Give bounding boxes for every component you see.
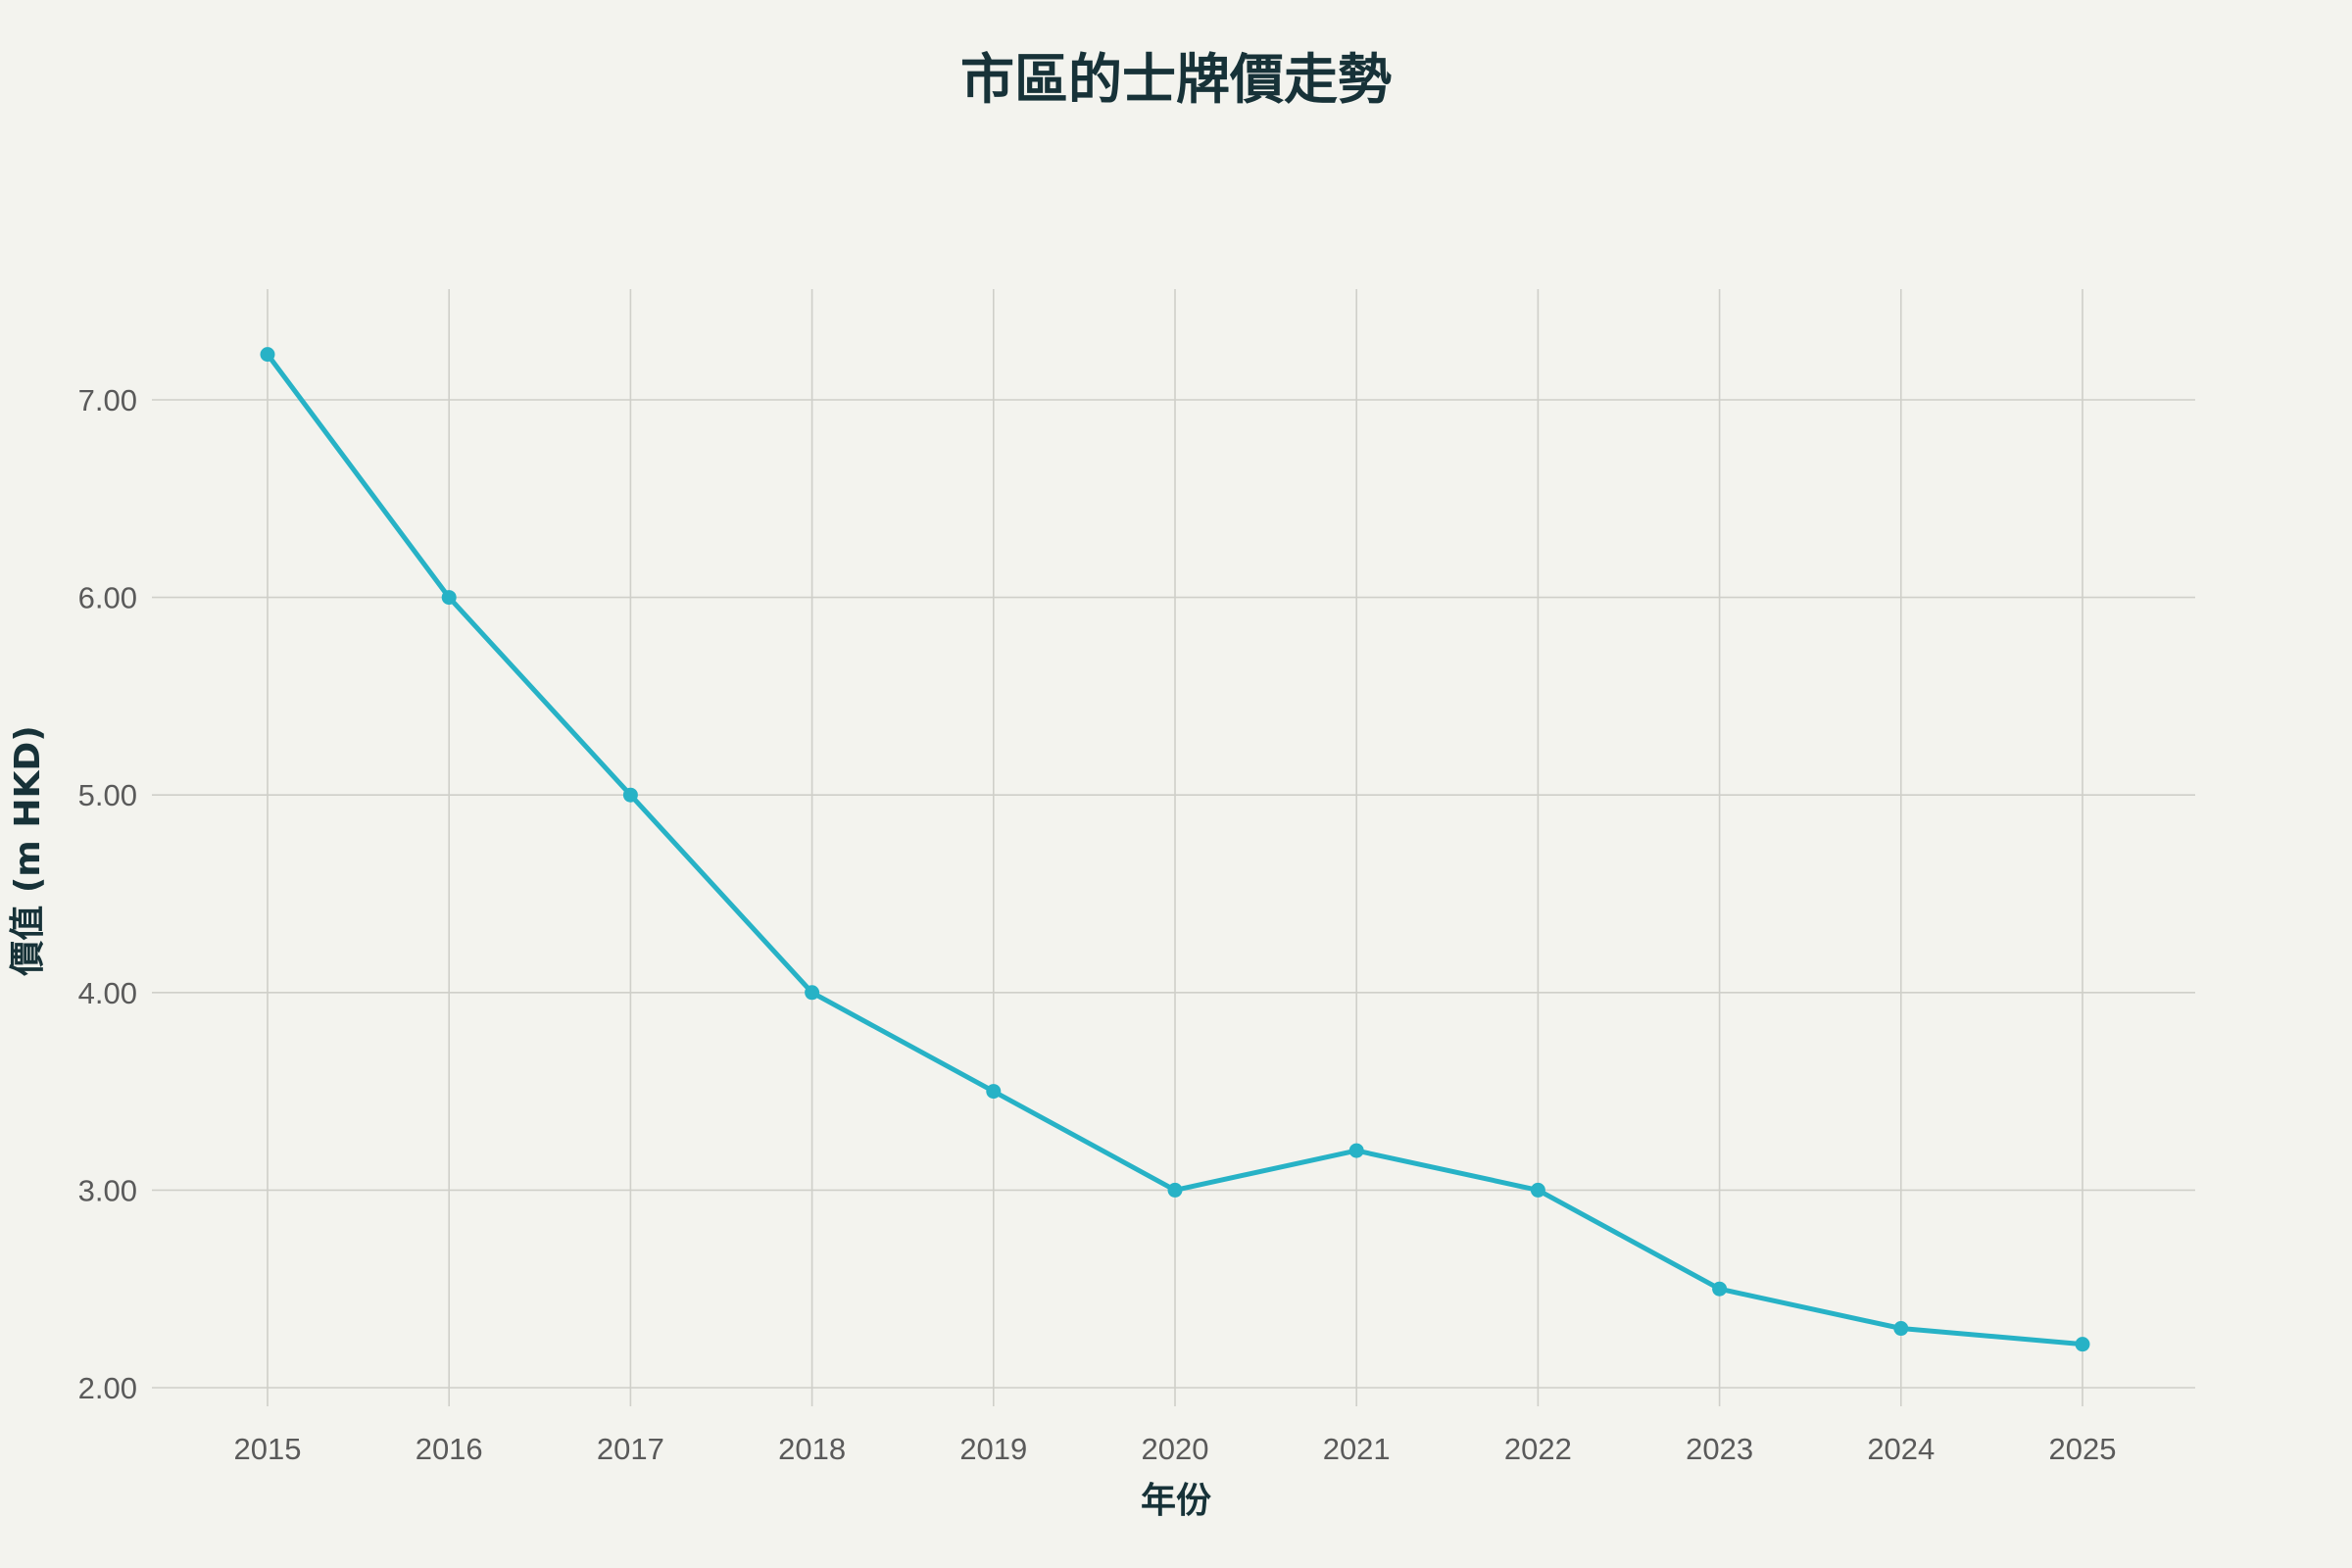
- x-tick-label: 2015: [234, 1432, 302, 1466]
- x-tick-label: 2017: [597, 1432, 664, 1466]
- data-point: [1712, 1281, 1728, 1297]
- data-point: [1348, 1143, 1364, 1158]
- data-point: [1167, 1182, 1183, 1198]
- data-point: [986, 1084, 1002, 1100]
- y-tick-label: 3.00: [78, 1173, 137, 1207]
- x-tick-label: 2020: [1142, 1432, 1209, 1466]
- x-axis-title: 年份: [1141, 1481, 1211, 1521]
- plot-area: 2.00 3.00 4.00 5.00 6.00 7.00 2015 2016 2017 2018…: [78, 289, 2195, 1466]
- x-tick-label: 2016: [416, 1432, 483, 1466]
- y-tick-label: 7.00: [78, 383, 137, 417]
- x-tick-label: 2021: [1323, 1432, 1391, 1466]
- data-point: [441, 590, 457, 606]
- x-tick-label: 2022: [1504, 1432, 1572, 1466]
- data-point: [1530, 1182, 1545, 1198]
- y-axis-title: 價值 (m HKD): [8, 725, 48, 976]
- chart-title: 市區的士牌價走勢: [960, 48, 1392, 111]
- x-tick-label: 2023: [1686, 1432, 1753, 1466]
- y-tick-label: 2.00: [78, 1371, 137, 1405]
- data-point: [2075, 1337, 2090, 1352]
- data-point: [1893, 1321, 1909, 1337]
- y-tick-label: 5.00: [78, 778, 137, 812]
- data-point: [260, 347, 275, 363]
- y-tick-label: 6.00: [78, 581, 137, 615]
- data-point: [805, 985, 820, 1001]
- x-tick-label: 2024: [1867, 1432, 1935, 1466]
- data-point: [622, 787, 638, 803]
- x-tick-label: 2019: [959, 1432, 1027, 1466]
- x-tick-label: 2025: [2049, 1432, 2117, 1466]
- y-tick-label: 4.00: [78, 976, 137, 1010]
- x-tick-label: 2018: [778, 1432, 846, 1466]
